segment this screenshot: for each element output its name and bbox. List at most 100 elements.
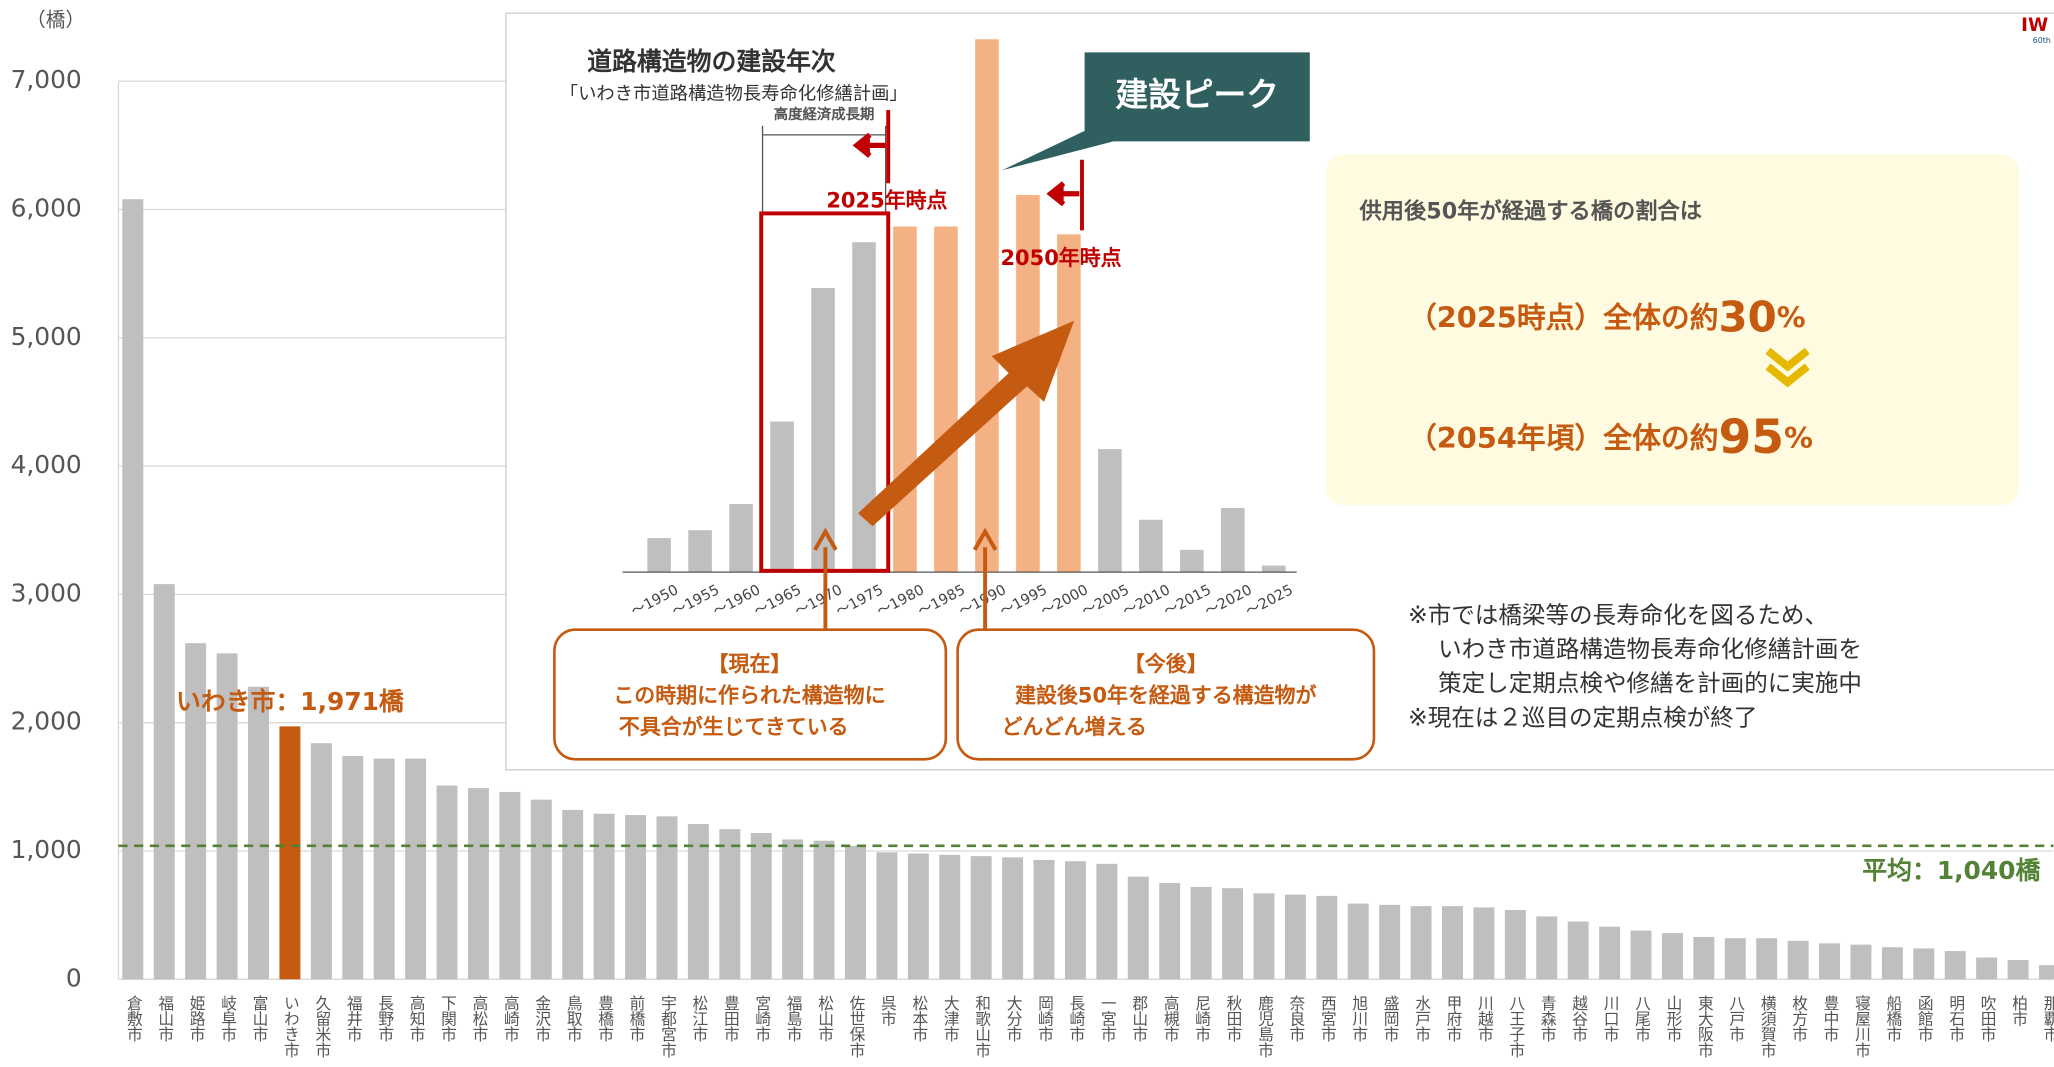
bar xyxy=(970,856,992,980)
peak-callout xyxy=(1002,52,1310,171)
bar xyxy=(342,756,364,980)
bar xyxy=(185,643,207,980)
bar xyxy=(310,743,332,980)
x-tick-label: 福山市 xyxy=(156,995,175,1042)
bar xyxy=(845,845,866,980)
summary-prefix: （2025時点）全体の約 xyxy=(1408,300,1719,334)
x-tick-label: 松本市 xyxy=(910,995,929,1042)
bar xyxy=(1098,449,1122,573)
bar xyxy=(593,813,615,980)
x-tick-label: 尼崎市 xyxy=(1193,995,1212,1042)
x-tick-label: 川越市 xyxy=(1475,995,1494,1042)
x-tick-label: 明石市 xyxy=(1947,995,1966,1042)
bar xyxy=(688,530,712,573)
x-tick-label: 奈良市 xyxy=(1287,995,1306,1042)
x-tick-label: 富山市 xyxy=(250,995,269,1042)
now-text: この時期に作られた構造物に xyxy=(613,683,885,707)
bar xyxy=(811,288,835,573)
bar xyxy=(813,840,835,980)
bar xyxy=(2007,960,2029,980)
bar xyxy=(893,226,917,573)
bar xyxy=(1850,944,1872,980)
y-tick-label: 4,000 xyxy=(11,450,82,479)
future-text: 建設後50年を経過する構造物が xyxy=(1015,683,1316,707)
x-tick-label: 鳥取市 xyxy=(564,995,583,1042)
future-text: 【今後】 xyxy=(1124,652,1208,676)
bar xyxy=(934,226,958,573)
bar xyxy=(1693,936,1715,980)
label-2025: 2025年時点 xyxy=(826,189,947,213)
bar xyxy=(153,584,175,980)
x-tick-label: 那覇市 xyxy=(2041,995,2054,1042)
bar xyxy=(1347,903,1369,980)
y-tick-label: 6,000 xyxy=(11,193,82,222)
bar xyxy=(1002,857,1024,980)
x-tick-label: いわき市 xyxy=(281,995,300,1058)
bar xyxy=(530,799,552,980)
bar xyxy=(1262,565,1286,573)
bar xyxy=(1253,893,1275,980)
x-tick-label: 豊田市 xyxy=(721,995,740,1042)
bar xyxy=(876,852,898,980)
x-tick-label: 川口市 xyxy=(1601,995,1620,1042)
y-tick-label: 5,000 xyxy=(11,322,82,351)
x-tick-label: 姫路市 xyxy=(187,995,206,1042)
period-label: 高度経済成長期 xyxy=(774,105,875,123)
future-box xyxy=(956,628,1376,761)
bar xyxy=(1661,933,1683,980)
y-tick-label: 7,000 xyxy=(11,65,82,94)
peak-label: 建設ピーク xyxy=(1115,76,1279,114)
average-label: 平均：1,040橋 xyxy=(1862,856,2040,885)
x-tick-label: 一宮市 xyxy=(1098,995,1117,1042)
x-tick-label: 甲府市 xyxy=(1444,995,1463,1042)
x-tick-label: 呉市 xyxy=(878,995,897,1027)
x-tick-label: 岐阜市 xyxy=(219,995,238,1042)
logo-sub: 60th xyxy=(2033,36,2051,45)
bar xyxy=(975,39,999,573)
bar xyxy=(373,758,395,980)
bar xyxy=(1064,861,1086,980)
bar xyxy=(1630,930,1652,980)
x-tick-label: 久留米市 xyxy=(313,995,332,1058)
bar xyxy=(770,421,794,573)
summary-number: 95 xyxy=(1719,410,1785,465)
bar xyxy=(687,824,709,980)
x-tick-label: 寝屋川市 xyxy=(1852,994,1871,1058)
x-tick-label: 西宮市 xyxy=(1318,995,1337,1042)
bar xyxy=(1473,907,1495,980)
bar xyxy=(939,854,961,980)
bar xyxy=(467,788,489,980)
x-tick-label: 高槻市 xyxy=(1161,995,1180,1042)
x-tick-label: 大津市 xyxy=(941,995,960,1042)
bar xyxy=(1284,894,1306,980)
x-tick-label: 水戸市 xyxy=(1413,995,1432,1042)
note: いわき市道路構造物長寿命化修繕計画を xyxy=(1438,635,1862,663)
bar xyxy=(625,815,647,980)
inset-subtitle: 「いわき市道路構造物長寿命化修繕計画」 xyxy=(560,83,908,104)
summary-number: 30 xyxy=(1719,292,1777,341)
summary-unit: % xyxy=(1777,300,1806,334)
bar xyxy=(907,853,929,980)
now-text: 不具合が生じてきている xyxy=(619,715,849,739)
x-tick-label: 八尾市 xyxy=(1633,995,1652,1042)
x-tick-label: 高松市 xyxy=(470,995,489,1042)
x-tick-label: 八戸市 xyxy=(1727,995,1746,1042)
bar xyxy=(1221,507,1245,573)
x-tick-label: 柏市 xyxy=(2010,995,2029,1027)
growth-arrow xyxy=(858,320,1075,527)
x-tick-label: 宇都宮市 xyxy=(658,995,677,1058)
x-tick-label: 高知市 xyxy=(407,995,426,1042)
bar xyxy=(2039,965,2054,980)
bar xyxy=(750,833,772,980)
x-tick-label: 秋田市 xyxy=(1224,995,1243,1042)
bar xyxy=(647,538,671,573)
now-box xyxy=(553,628,948,761)
summary-box xyxy=(1325,154,2020,506)
bar xyxy=(1127,876,1149,980)
bar xyxy=(1504,910,1526,980)
bar xyxy=(1881,947,1903,980)
x-tick-label: 郡山市 xyxy=(1130,995,1149,1042)
bar xyxy=(562,809,584,980)
x-tick-label: 船橋市 xyxy=(1884,995,1903,1042)
